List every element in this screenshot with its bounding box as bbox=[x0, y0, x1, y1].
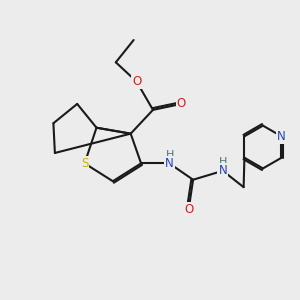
Text: H: H bbox=[166, 150, 174, 160]
Text: S: S bbox=[81, 157, 88, 170]
Text: O: O bbox=[132, 75, 141, 88]
Text: N: N bbox=[277, 130, 286, 143]
Text: N: N bbox=[218, 164, 227, 177]
Text: O: O bbox=[184, 203, 193, 216]
Text: N: N bbox=[165, 157, 174, 170]
Text: O: O bbox=[177, 98, 186, 110]
Text: H: H bbox=[219, 158, 228, 167]
